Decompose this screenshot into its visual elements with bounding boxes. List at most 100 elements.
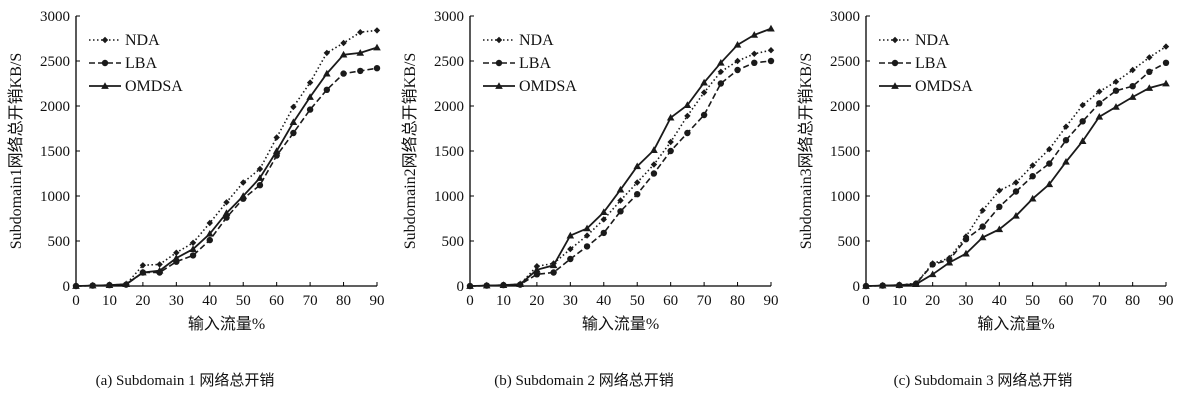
data-point-nda: [223, 199, 230, 206]
series-nda: [466, 47, 775, 290]
figure-caption: (a) Subdomain 1 网络总开销: [96, 372, 275, 389]
data-point-omdsa: [962, 249, 970, 257]
legend: NDA LBA OMDSA: [89, 32, 183, 95]
data-point-omdsa: [323, 69, 331, 77]
data-point-omdsa: [750, 31, 759, 38]
series-line-lba: [75, 67, 378, 287]
data-point-omdsa: [666, 113, 675, 121]
data-point-omdsa: [912, 280, 920, 288]
legend-marker-omdsa: [495, 82, 503, 89]
data-point-nda: [1162, 43, 1170, 50]
series-lba: [466, 57, 775, 290]
data-point-lba: [533, 271, 541, 278]
legend-marker-lba: [495, 59, 503, 67]
data-point-omdsa: [928, 270, 937, 278]
x-tick-label: 70: [697, 293, 712, 309]
data-point-omdsa: [566, 231, 575, 239]
x-tick-label: 50: [630, 293, 645, 309]
data-point-omdsa: [683, 101, 692, 108]
data-point-lba: [1079, 118, 1086, 125]
data-point-lba: [700, 111, 708, 119]
x-axis-title: 输入流量%: [582, 315, 659, 333]
x-tick-label: 0: [466, 293, 474, 309]
data-point-omdsa: [189, 245, 197, 252]
y-tick-label: 1000: [830, 189, 860, 205]
y-tick-label: 3000: [40, 9, 70, 25]
data-point-nda: [340, 39, 347, 47]
x-tick-label: 50: [236, 293, 251, 309]
data-point-nda: [1062, 123, 1070, 130]
data-point-lba: [600, 229, 607, 237]
data-point-omdsa: [122, 280, 130, 288]
series-line-omdsa: [469, 27, 772, 287]
data-point-nda: [256, 165, 264, 173]
data-point-lba: [684, 129, 691, 137]
data-point-omdsa: [289, 118, 298, 126]
data-point-nda: [240, 179, 247, 186]
y-tick-label: 3000: [830, 9, 860, 25]
legend-label-lba: LBA: [519, 55, 551, 72]
data-point-omdsa: [717, 59, 725, 66]
chart-panel-a: 0 10 20 30 40 50 60 70 80 90 0 500 1000 1500 2000 2500 3…: [6, 9, 385, 389]
y-tick-label: 500: [838, 234, 861, 250]
y-axis-title: Subdomain3网络总开销KB/S: [796, 53, 815, 249]
data-point-lba: [1146, 68, 1153, 76]
x-tick-label: 50: [1025, 293, 1040, 309]
data-point-omdsa: [1145, 84, 1154, 91]
data-point-nda: [1096, 88, 1103, 95]
data-point-lba: [979, 223, 986, 230]
data-point-omdsa: [633, 162, 642, 170]
x-tick-label: 80: [730, 293, 745, 309]
data-point-nda: [357, 29, 364, 36]
legend-marker-omdsa: [101, 82, 109, 89]
data-point-omdsa: [356, 49, 365, 56]
data-point-omdsa: [499, 281, 508, 288]
y-tick-label: 0: [853, 279, 861, 295]
data-point-nda: [156, 261, 163, 268]
chart-panel-b: 0 10 20 30 40 50 60 70 80 90 0 500 1000 1500 2000 2500 3…: [400, 9, 779, 389]
series-omdsa: [466, 24, 775, 289]
data-point-omdsa: [533, 266, 541, 273]
data-point-nda: [173, 249, 180, 256]
legend-label-omdsa: OMDSA: [915, 78, 973, 95]
data-point-lba: [734, 66, 741, 74]
chart-panel-c: 0 10 20 30 40 50 60 70 80 90 0 500 1000 1500 2000 2500 3…: [796, 9, 1174, 389]
data-point-lba: [1046, 160, 1053, 167]
legend-label-lba: LBA: [915, 55, 947, 72]
data-point-nda: [273, 134, 280, 141]
series-lba: [862, 59, 1170, 290]
data-point-omdsa: [339, 50, 348, 58]
data-point-omdsa: [516, 280, 524, 288]
x-tick-label: 10: [496, 293, 511, 309]
series-omdsa: [72, 43, 381, 289]
data-point-omdsa: [72, 282, 80, 289]
data-point-nda: [751, 50, 758, 57]
data-point-lba: [634, 191, 641, 198]
data-point-nda: [373, 27, 381, 34]
data-point-omdsa: [1128, 93, 1137, 100]
y-tick-label: 1500: [40, 144, 70, 160]
data-point-nda: [323, 49, 331, 57]
data-point-lba: [751, 59, 758, 66]
data-point-nda: [634, 179, 641, 186]
data-point-omdsa: [482, 281, 491, 289]
series-nda: [862, 43, 1170, 290]
data-point-lba: [1162, 59, 1170, 66]
series-omdsa: [862, 79, 1170, 289]
data-point-omdsa: [466, 282, 474, 289]
x-tick-label: 90: [764, 293, 779, 309]
legend-marker-nda: [101, 36, 109, 44]
data-point-omdsa: [105, 281, 114, 288]
y-tick-label: 3000: [434, 9, 464, 25]
data-point-lba: [717, 80, 725, 87]
data-point-omdsa: [978, 233, 987, 241]
y-tick-label: 500: [48, 234, 71, 250]
series-line-lba: [865, 62, 1167, 287]
data-point-lba: [929, 261, 936, 268]
x-tick-label: 30: [563, 293, 578, 309]
x-tick-label: 10: [102, 293, 117, 309]
x-axis-title: 输入流量%: [188, 315, 265, 333]
data-point-lba: [256, 182, 264, 189]
legend-marker-omdsa: [891, 82, 899, 89]
series-lba: [72, 65, 381, 290]
